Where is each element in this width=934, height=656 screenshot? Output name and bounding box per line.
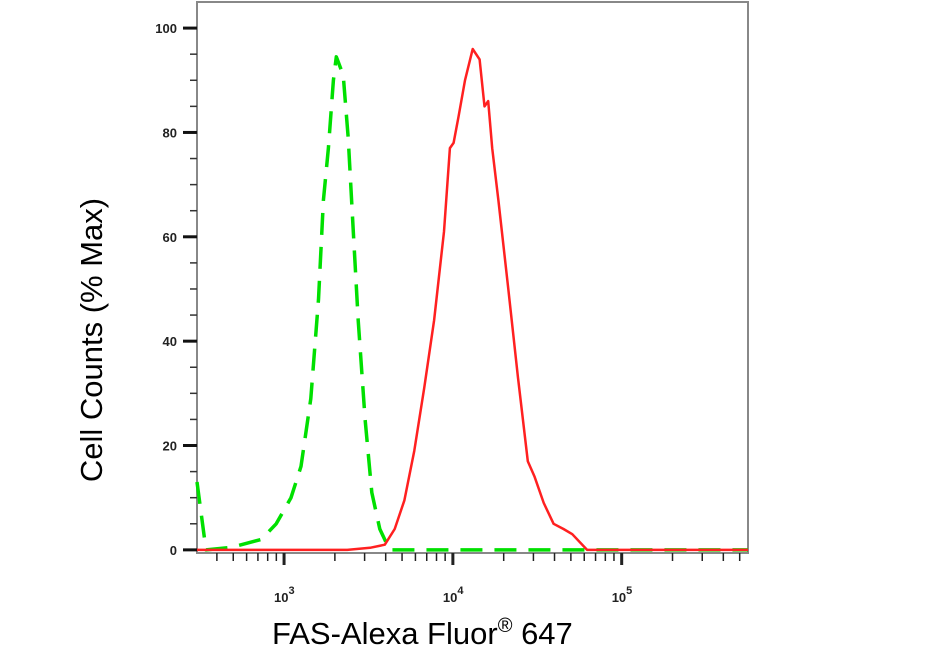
x-axis-title-suffix: 647	[512, 616, 572, 651]
y-tick-label: 100	[155, 21, 177, 36]
x-tick-exponent: 4	[457, 585, 464, 597]
y-tick-label: 60	[163, 230, 177, 245]
x-tick-exponent: 5	[626, 585, 632, 597]
plot-frame	[196, 1, 749, 554]
x-tick-exponent: 3	[289, 585, 295, 597]
plot-border	[196, 1, 749, 554]
y-axis-title: Cell Counts (% Max)	[74, 198, 109, 482]
x-tick-label: 103	[274, 585, 295, 605]
series-line-0	[195, 55, 748, 552]
x-tick-label: 105	[612, 585, 633, 605]
x-tick-label: 104	[443, 585, 464, 605]
series-line-1	[197, 47, 748, 552]
x-tick-base: 10	[274, 590, 288, 605]
x-axis-title: FAS-Alexa Fluor® 647	[272, 615, 573, 651]
y-tick-label: 0	[170, 543, 177, 558]
y-tick-label: 20	[163, 439, 177, 454]
x-axis-title-main: FAS-Alexa Fluor	[272, 616, 498, 651]
x-axis-title-registered: ®	[498, 615, 513, 637]
series-layer	[195, 47, 748, 552]
x-tick-base: 10	[612, 590, 626, 605]
x-tick-base: 10	[443, 590, 457, 605]
y-tick-label: 80	[163, 125, 177, 140]
y-tick-label: 40	[163, 334, 177, 349]
